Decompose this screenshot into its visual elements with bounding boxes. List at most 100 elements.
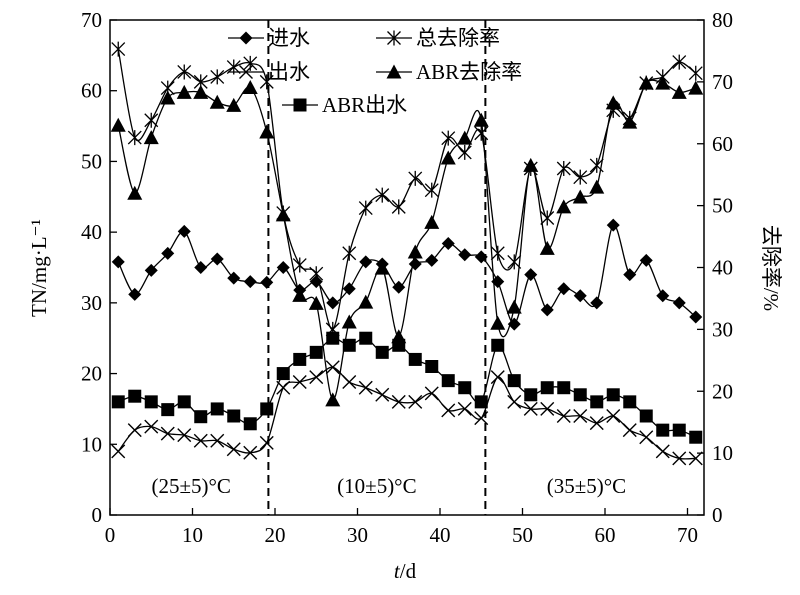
series-line	[117, 366, 696, 460]
x-tick-label: 50	[512, 523, 533, 547]
data-point	[260, 275, 274, 289]
data-point	[671, 84, 687, 99]
data-point	[524, 268, 538, 282]
data-point	[110, 117, 126, 132]
data-point	[424, 182, 439, 198]
data-point	[242, 79, 258, 94]
data-point	[325, 360, 340, 375]
data-point	[209, 94, 225, 109]
legend-marker	[239, 31, 253, 45]
data-point	[557, 381, 571, 395]
data-point	[275, 207, 291, 222]
y2-tick-label: 40	[712, 256, 733, 280]
data-point	[259, 124, 275, 139]
data-point	[425, 360, 439, 373]
data-point	[375, 345, 389, 359]
y2-tick-label: 60	[712, 132, 733, 156]
data-point	[309, 266, 324, 282]
data-point	[474, 395, 488, 409]
data-point	[210, 433, 225, 448]
data-point	[573, 388, 587, 402]
legend-label: 进水	[268, 26, 310, 50]
data-point	[177, 224, 191, 238]
data-point	[210, 252, 224, 266]
data-point	[128, 287, 142, 301]
phase-labels: (25±5)°C (10±5)°C (35±5)°C	[151, 474, 626, 498]
data-point	[441, 130, 456, 146]
data-point	[507, 374, 521, 388]
data-point	[655, 444, 670, 459]
data-point	[672, 54, 687, 70]
data-point	[589, 179, 605, 194]
data-point	[342, 282, 356, 296]
data-point	[408, 394, 423, 409]
data-point	[111, 255, 125, 269]
data-point	[260, 402, 274, 416]
series-3	[111, 41, 703, 337]
data-point	[143, 130, 159, 145]
data-point	[457, 401, 472, 416]
data-point	[193, 433, 208, 448]
data-point	[128, 389, 142, 403]
data-point	[374, 260, 390, 275]
data-point	[688, 65, 703, 81]
data-point	[606, 218, 620, 232]
data-point	[622, 114, 638, 129]
data-point	[259, 435, 274, 450]
y2-tick-label: 30	[712, 317, 733, 341]
data-point	[194, 261, 208, 274]
phase-label: (25±5)°C	[151, 474, 230, 498]
y2-tick-label: 50	[712, 194, 733, 218]
y-tick-label: 50	[81, 149, 102, 173]
legend-marker	[387, 30, 401, 46]
data-point	[161, 403, 175, 417]
legend-marker	[386, 64, 402, 79]
data-point	[441, 374, 455, 388]
series-line	[117, 224, 697, 325]
legend-marker	[293, 98, 307, 112]
series-0	[111, 218, 703, 331]
data-point	[127, 130, 142, 146]
y2-tick-label: 70	[712, 70, 733, 94]
data-point	[341, 314, 357, 329]
data-point	[440, 150, 456, 165]
x-tick-label: 30	[347, 523, 368, 547]
data-point	[506, 299, 522, 314]
data-point	[474, 411, 489, 426]
data-point	[656, 289, 670, 303]
series-2	[111, 331, 703, 444]
data-point	[407, 244, 423, 259]
data-point	[540, 381, 554, 395]
y-tick-label: 70	[81, 8, 102, 32]
x-tick-label: 20	[265, 523, 286, 547]
data-point	[490, 315, 506, 330]
data-point	[639, 253, 653, 267]
data-point	[590, 395, 604, 409]
data-point	[638, 75, 654, 90]
data-point	[490, 245, 505, 261]
series-layer	[110, 41, 704, 466]
data-point	[375, 387, 390, 402]
data-point	[408, 352, 422, 366]
data-point	[688, 80, 704, 95]
data-point	[194, 410, 208, 424]
data-point	[573, 409, 588, 423]
data-point	[177, 64, 192, 80]
series-4	[110, 75, 704, 407]
series-1	[111, 360, 703, 466]
data-point	[425, 253, 439, 267]
data-point	[391, 329, 407, 344]
data-point	[127, 185, 143, 200]
data-point	[359, 255, 373, 269]
data-point	[342, 245, 357, 261]
legend-marker	[239, 65, 253, 79]
data-point	[227, 409, 241, 423]
data-point	[622, 423, 637, 438]
data-point	[606, 388, 620, 402]
data-point	[309, 345, 323, 359]
data-point	[689, 430, 703, 444]
y2-tick-label: 0	[712, 503, 723, 527]
data-point	[605, 95, 621, 110]
x-tick-label: 10	[182, 523, 203, 547]
